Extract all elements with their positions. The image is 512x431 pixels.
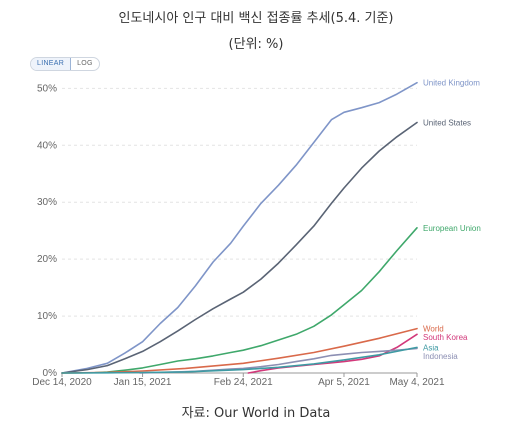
- x-tick-label: May 4, 2021: [389, 377, 444, 388]
- series-end-label: United Kingdom: [423, 79, 480, 88]
- y-tick-label: 10%: [37, 311, 57, 322]
- series-line-asia: [61, 346, 418, 374]
- source-caption: 자료: Our World in Data: [181, 406, 331, 421]
- chart-title: 인도네시아 인구 대비 백신 접종률 추세(5.4. 기준): [118, 11, 394, 26]
- series-line-world: [61, 327, 418, 374]
- series-end-label: Asia: [423, 343, 439, 352]
- scale-toggle[interactable]: LINEAR LOG: [30, 57, 100, 71]
- log-toggle-button[interactable]: LOG: [77, 60, 93, 67]
- y-tick-label: 40%: [37, 140, 57, 151]
- series-end-label: South Korea: [423, 333, 468, 342]
- series-end-label: European Union: [423, 224, 481, 233]
- series-line-european-union: [61, 227, 418, 374]
- y-tick-label: 20%: [37, 254, 57, 265]
- series-line-united-kingdom: [61, 81, 418, 374]
- series-end-label: United States: [423, 119, 471, 128]
- x-tick-label: Jan 15, 2021: [114, 377, 172, 388]
- y-tick-label: 50%: [37, 83, 57, 94]
- x-tick-label: Apr 5, 2021: [318, 377, 370, 388]
- x-tick-label: Feb 24, 2021: [214, 377, 273, 388]
- y-tick-label: 0%: [43, 368, 58, 379]
- linear-toggle-button[interactable]: LINEAR: [31, 58, 72, 70]
- y-tick-label: 30%: [37, 197, 57, 208]
- chart-subtitle: (단위: %): [228, 37, 284, 52]
- x-tick-label: Dec 14, 2020: [32, 377, 92, 388]
- series-line-united-states: [61, 121, 418, 374]
- series-end-label: World: [423, 325, 444, 334]
- series-end-label: Indonesia: [423, 352, 458, 361]
